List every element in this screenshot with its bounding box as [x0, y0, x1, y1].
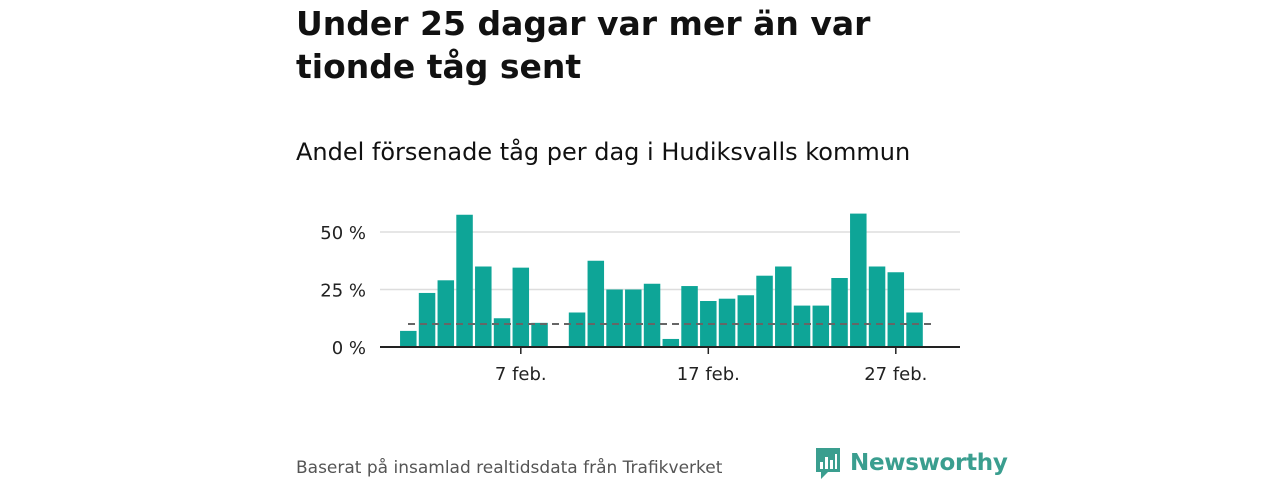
- chart-title: Under 25 dagar var mer än var tionde tåg…: [296, 4, 871, 86]
- bar[interactable]: [850, 213, 867, 347]
- bar[interactable]: [681, 286, 698, 347]
- bar[interactable]: [400, 330, 417, 347]
- bar[interactable]: [475, 266, 492, 348]
- bar[interactable]: [831, 278, 848, 347]
- bar[interactable]: [531, 322, 548, 347]
- newsworthy-logo-icon: [816, 448, 840, 479]
- bar[interactable]: [493, 318, 511, 347]
- y-tick-label: 0 %: [332, 338, 366, 359]
- bar[interactable]: [737, 295, 755, 347]
- bar[interactable]: [437, 280, 455, 347]
- bar[interactable]: [775, 266, 792, 348]
- bar[interactable]: [718, 298, 736, 347]
- source-note: Baserat på insamlad realtidsdata från Tr…: [296, 458, 723, 478]
- logo-text: Newsworthy: [850, 450, 1008, 476]
- x-tick-label: 7 feb.: [495, 364, 547, 385]
- chart-card: Under 25 dagar var mer än var tionde tåg…: [296, 0, 1008, 480]
- bar-chart: 0 % 25 % 50 % 7 feb. 17 feb. 27 feb.: [320, 213, 960, 385]
- bar[interactable]: [568, 312, 586, 348]
- bar[interactable]: [887, 272, 905, 347]
- chart-subtitle: Andel försenade tåg per dag i Hudiksvall…: [296, 138, 911, 166]
- bar[interactable]: [812, 305, 830, 347]
- bar[interactable]: [625, 289, 642, 348]
- newsworthy-logo[interactable]: Newsworthy: [814, 446, 1008, 480]
- bar[interactable]: [418, 292, 436, 347]
- bar[interactable]: [456, 214, 473, 347]
- bar[interactable]: [756, 275, 773, 347]
- y-tick-label: 25 %: [320, 281, 366, 302]
- bar[interactable]: [868, 266, 886, 348]
- bar[interactable]: [512, 267, 530, 347]
- bar[interactable]: [606, 289, 623, 348]
- bar[interactable]: [587, 260, 605, 347]
- x-tick-label: 27 feb.: [864, 364, 927, 385]
- bar[interactable]: [793, 305, 811, 347]
- y-tick-label: 50 %: [320, 223, 366, 244]
- bar[interactable]: [643, 283, 661, 347]
- bar[interactable]: [662, 338, 680, 347]
- bar[interactable]: [906, 312, 923, 348]
- x-tick-label: 17 feb.: [677, 364, 740, 385]
